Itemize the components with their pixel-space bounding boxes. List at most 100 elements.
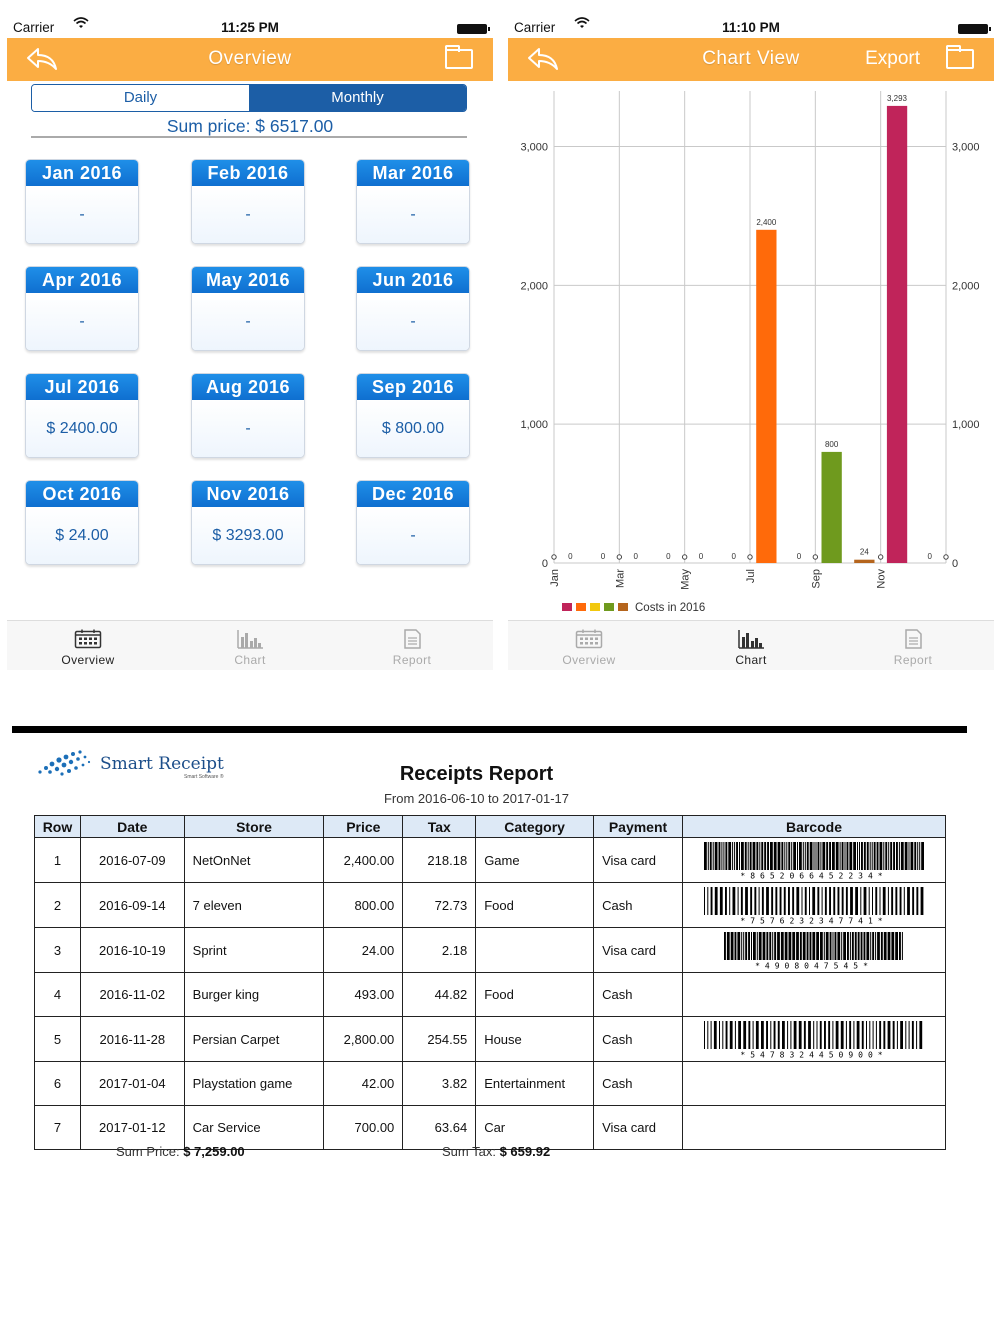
- table-row: 1 2016-07-09 NetOnNet 2,400.00 218.18 Game Vis…: [34, 837, 947, 883]
- cell-price: 2,800.00: [323, 1016, 404, 1062]
- cell-tax: 63.64: [402, 1105, 477, 1150]
- back-arrow-icon[interactable]: [526, 46, 560, 72]
- month-label: Aug 2016: [192, 374, 304, 400]
- status-time: 11:10 PM: [722, 20, 780, 35]
- cell-store: 7 eleven: [183, 882, 325, 928]
- tab-chart[interactable]: Chart: [670, 621, 832, 670]
- bar-chart-icon: [237, 630, 263, 649]
- bar-chart-icon: [738, 630, 764, 649]
- month-card[interactable]: Aug 2016-: [191, 373, 305, 458]
- folder-icon[interactable]: [946, 45, 974, 69]
- carrier-label: Carrier: [514, 20, 556, 35]
- month-card[interactable]: Apr 2016-: [25, 266, 139, 351]
- legend-swatch: [562, 603, 572, 611]
- sum-tax-summary: Sum Tax: $ 659.92: [442, 1144, 550, 1159]
- cell-row: 2: [34, 882, 81, 928]
- tab-label: Chart: [234, 653, 266, 667]
- sum-price-value: $ 7,259.00: [183, 1144, 245, 1159]
- column-header: Date: [79, 815, 185, 838]
- zero-marker: [877, 554, 884, 560]
- folder-icon[interactable]: [445, 45, 473, 69]
- table-row: 3 2016-10-19 Sprint 24.00 2.18 Visa card *4908…: [34, 927, 947, 973]
- month-label: Oct 2016: [26, 481, 138, 507]
- cell-store: Persian Carpet: [183, 1016, 325, 1062]
- month-card[interactable]: Mar 2016-: [356, 159, 470, 244]
- bar-oct: [854, 559, 875, 563]
- month-card[interactable]: May 2016-: [191, 266, 305, 351]
- nav-bar: Overview: [7, 38, 493, 81]
- cell-barcode: [681, 972, 947, 1017]
- month-value: -: [192, 293, 304, 350]
- y-tick-label-right: 2,000: [952, 280, 980, 292]
- tab-bar: Overview Chart Report: [7, 620, 493, 670]
- cell-barcode: [681, 1105, 947, 1150]
- tab-chart[interactable]: Chart: [169, 621, 331, 670]
- cell-row: 4: [34, 972, 81, 1017]
- y-tick-label-left: 1,000: [520, 419, 548, 431]
- bar-value-label: 0: [568, 552, 573, 561]
- column-header: Row: [34, 815, 81, 838]
- month-card[interactable]: Dec 2016-: [356, 480, 470, 565]
- tab-label: Chart: [735, 653, 767, 667]
- cell-category: Entertainment: [475, 1061, 595, 1106]
- chart-screen: Carrier 11:10 PM Chart View Export 0 0 1,0…: [508, 14, 994, 670]
- tab-overview[interactable]: Overview: [508, 621, 670, 670]
- cell-category: Food: [475, 882, 595, 928]
- table-row: 7 2017-01-12 Car Service 700.00 63.64 Car Visa…: [34, 1105, 947, 1150]
- bar-value-label: 0: [633, 552, 638, 561]
- month-value: -: [192, 186, 304, 243]
- cell-barcode: *8652066452234*: [681, 837, 947, 883]
- cell-row: 6: [34, 1061, 81, 1106]
- carrier-label: Carrier: [13, 20, 55, 35]
- y-tick-label-right: 3,000: [952, 142, 980, 154]
- cell-category: Car: [475, 1105, 595, 1150]
- cell-payment: Cash: [593, 972, 683, 1017]
- bar-value-label: 0: [927, 552, 932, 561]
- wifi-icon: [73, 16, 89, 33]
- month-value: -: [357, 293, 469, 350]
- cell-barcode: *7576232347741*: [681, 882, 947, 928]
- month-value: $ 800.00: [357, 400, 469, 457]
- tab-overview[interactable]: Overview: [7, 621, 169, 670]
- cell-price: 700.00: [323, 1105, 404, 1150]
- tab-report[interactable]: Report: [331, 621, 493, 670]
- tab-label: Overview: [562, 653, 616, 667]
- month-card[interactable]: Oct 2016 $ 24.00: [25, 480, 139, 565]
- y-tick-label-left: 0: [542, 558, 548, 570]
- cell-category: Food: [475, 972, 595, 1017]
- month-card[interactable]: Jan 2016-: [25, 159, 139, 244]
- cell-category: Game: [475, 837, 595, 883]
- month-card[interactable]: Feb 2016-: [191, 159, 305, 244]
- report-document-icon: [905, 629, 922, 649]
- cell-price: 2,400.00: [323, 837, 404, 883]
- section-divider: [12, 726, 967, 733]
- cell-date: 2016-07-09: [79, 837, 185, 883]
- month-card[interactable]: Jul 2016 $ 2400.00: [25, 373, 139, 458]
- segment-monthly[interactable]: Monthly: [249, 85, 466, 111]
- tab-report[interactable]: Report: [832, 621, 994, 670]
- back-arrow-icon[interactable]: [25, 46, 59, 72]
- export-button[interactable]: Export: [865, 48, 920, 69]
- bar-value-label: 0: [601, 552, 606, 561]
- month-label: Sep 2016: [357, 374, 469, 400]
- x-tick-label: May: [680, 569, 692, 590]
- x-tick-label: Sep: [810, 569, 822, 589]
- cell-store: NetOnNet: [183, 837, 325, 883]
- cell-date: 2017-01-12: [79, 1105, 185, 1150]
- month-label: May 2016: [192, 267, 304, 293]
- table-row: 5 2016-11-28 Persian Carpet 2,800.00 254.55 H…: [34, 1016, 947, 1062]
- x-tick-label: Nov: [876, 569, 888, 589]
- month-card[interactable]: Jun 2016-: [356, 266, 470, 351]
- period-segmented-control: Daily Monthly: [31, 84, 467, 112]
- barcode-number: *4908047545*: [755, 962, 873, 971]
- report-title: Receipts Report: [399, 763, 554, 785]
- bar-value-label: 0: [731, 552, 736, 561]
- month-card[interactable]: Nov 2016 $ 3293.00: [191, 480, 305, 565]
- bar-value-label: 800: [825, 440, 839, 449]
- cell-barcode: *4908047545*: [681, 927, 947, 973]
- column-header: Payment: [593, 815, 683, 838]
- segment-daily[interactable]: Daily: [32, 85, 249, 111]
- zero-marker: [943, 554, 949, 560]
- cell-barcode: *5478324450900*: [681, 1016, 947, 1062]
- month-card[interactable]: Sep 2016 $ 800.00: [356, 373, 470, 458]
